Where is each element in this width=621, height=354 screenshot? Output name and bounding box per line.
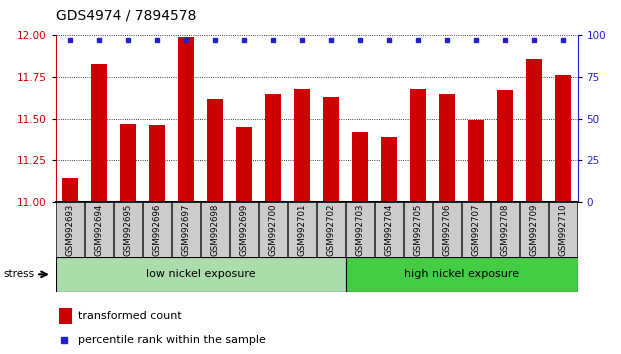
Bar [57, 202, 84, 257]
Bar [294, 88, 310, 202]
Bar [178, 37, 194, 202]
Text: GSM992693: GSM992693 [66, 204, 75, 256]
Text: percentile rank within the sample: percentile rank within the sample [78, 335, 266, 346]
Bar [143, 202, 171, 257]
Text: GSM992696: GSM992696 [153, 204, 162, 256]
Bar [323, 97, 339, 202]
Bar [497, 90, 513, 202]
Bar [288, 202, 316, 257]
Text: stress: stress [3, 269, 34, 279]
Bar [201, 202, 229, 257]
Bar [520, 202, 548, 257]
Bar [59, 308, 71, 324]
Bar [468, 120, 484, 202]
Text: GSM992694: GSM992694 [95, 204, 104, 256]
Text: GSM992702: GSM992702 [327, 204, 336, 256]
Bar [526, 59, 542, 202]
Bar [260, 202, 287, 257]
Bar [346, 257, 578, 292]
Text: GSM992703: GSM992703 [356, 204, 365, 256]
Text: GSM992707: GSM992707 [471, 204, 481, 256]
Bar [62, 178, 78, 202]
Bar [555, 75, 571, 202]
Bar [404, 202, 432, 257]
Text: GSM992697: GSM992697 [182, 204, 191, 256]
Text: GSM992706: GSM992706 [443, 204, 451, 256]
Bar [317, 202, 345, 257]
Bar [120, 124, 136, 202]
Bar [236, 127, 252, 202]
Text: GSM992701: GSM992701 [297, 204, 307, 256]
Text: GSM992704: GSM992704 [384, 204, 394, 256]
Text: GSM992698: GSM992698 [211, 204, 220, 256]
Text: GDS4974 / 7894578: GDS4974 / 7894578 [56, 9, 196, 23]
Bar [114, 202, 142, 257]
Bar [265, 93, 281, 202]
Text: GSM992708: GSM992708 [501, 204, 510, 256]
Bar [91, 64, 107, 202]
Bar [352, 132, 368, 202]
Text: GSM992699: GSM992699 [240, 204, 249, 256]
Bar [173, 202, 200, 257]
Bar [491, 202, 519, 257]
Text: GSM992709: GSM992709 [530, 204, 538, 256]
Bar [375, 202, 403, 257]
Bar [381, 137, 397, 202]
Bar [347, 202, 374, 257]
Text: GSM992700: GSM992700 [269, 204, 278, 256]
Bar [207, 99, 223, 202]
Bar [433, 202, 461, 257]
Bar [549, 202, 577, 257]
Bar [230, 202, 258, 257]
Text: high nickel exposure: high nickel exposure [404, 269, 519, 279]
Bar [86, 202, 113, 257]
Bar [149, 125, 165, 202]
Bar [56, 257, 346, 292]
Text: GSM992705: GSM992705 [414, 204, 423, 256]
Text: low nickel exposure: low nickel exposure [146, 269, 256, 279]
Text: GSM992695: GSM992695 [124, 204, 133, 256]
Text: transformed count: transformed count [78, 311, 181, 321]
Bar [410, 88, 426, 202]
Text: GSM992710: GSM992710 [558, 204, 568, 256]
Bar [439, 93, 455, 202]
Bar [462, 202, 490, 257]
